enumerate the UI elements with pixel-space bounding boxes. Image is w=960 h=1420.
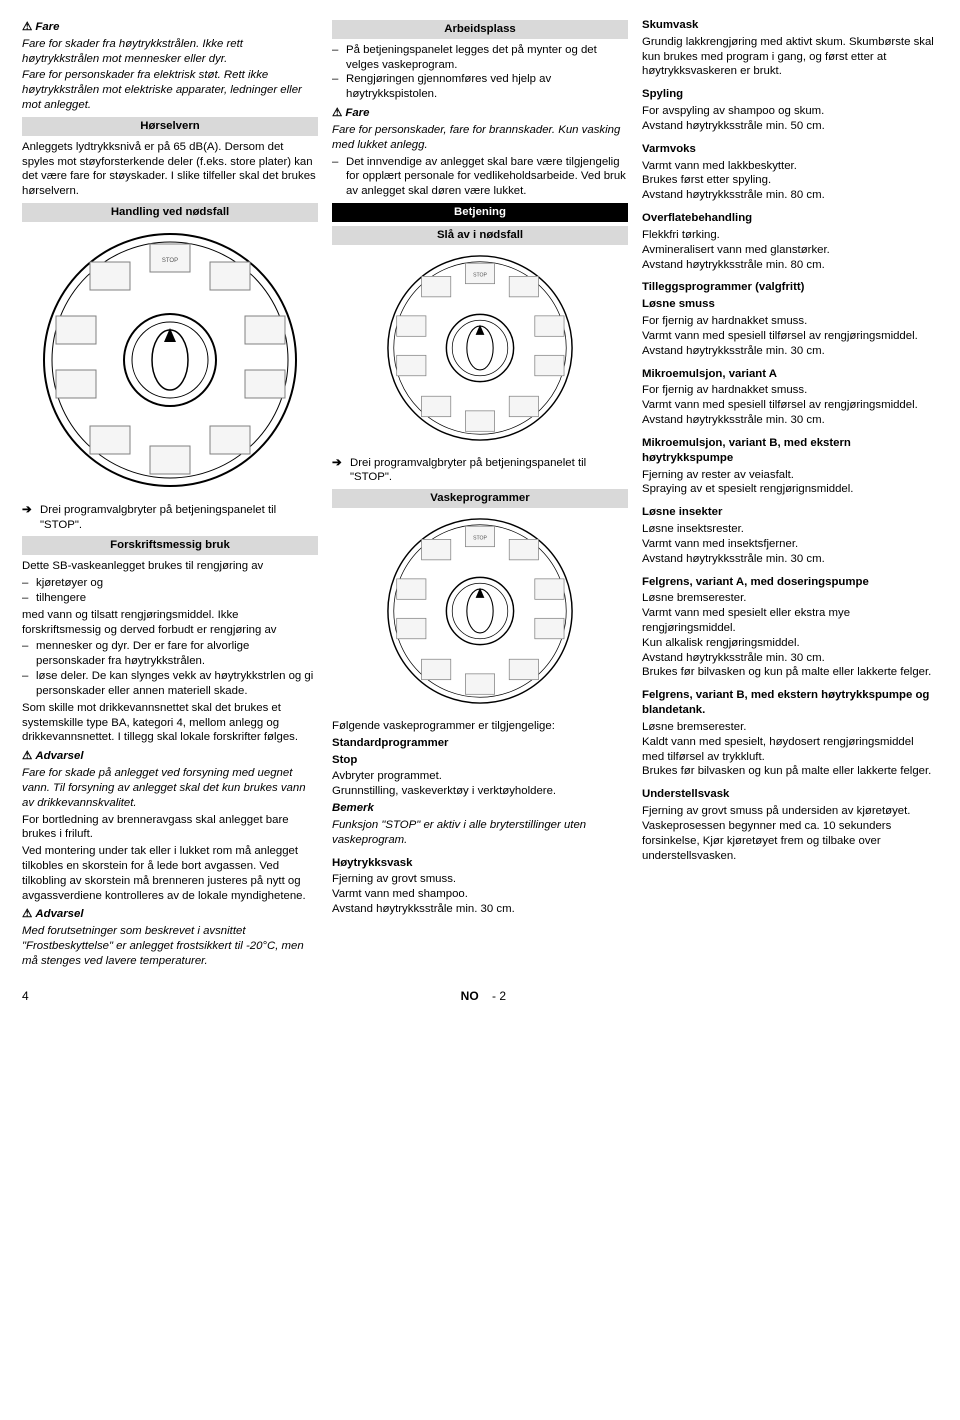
section-forskrift: Forskriftsmessig bruk	[22, 536, 318, 555]
prog-felg-a: Felgrens, variant A, med doseringspumpe …	[642, 575, 938, 681]
tillegg-title: Tilleggsprogrammer (valgfritt)	[642, 280, 938, 295]
forskrift-intro: Dette SB-vaskeanlegget brukes til rengjø…	[22, 559, 318, 574]
column-left: ⚠ Fare Fare for skader fra høytrykkstrål…	[22, 16, 318, 971]
prog-skumvask: Skumvask Grundig lakkrengjøring med akti…	[642, 18, 938, 79]
section-horselvern: Hørselvern	[22, 117, 318, 136]
prog-varmvoks: Varmvoks Varmt vann med lakkbeskytter. B…	[642, 142, 938, 203]
vp-bemerk-body: Funksjon "STOP" er aktiv i alle bryterst…	[332, 818, 628, 848]
advarsel-1-heading: ⚠ Advarsel	[22, 749, 318, 764]
vp-stop-label: Stop	[332, 753, 628, 768]
column-middle: Arbeidsplass –På betjeningspanelet legge…	[332, 16, 628, 971]
forskrift-mid: med vann og tilsatt rengjøringsmiddel. I…	[22, 608, 318, 638]
section-arbeidsplass: Arbeidsplass	[332, 20, 628, 39]
prog-hoytrykksvask: Høytrykksvask Fjerning av grovt smuss. V…	[332, 856, 628, 917]
section-betjening: Betjening	[332, 203, 628, 222]
forskrift-list-2: –mennesker og dyr. Der er fare for alvor…	[22, 639, 318, 698]
prog-mikro-b: Mikroemulsjon, variant B, med ekstern hø…	[642, 436, 938, 497]
advarsel-2-heading: ⚠ Advarsel	[22, 907, 318, 922]
vp-stop-body: Avbryter programmet. Grunnstilling, vask…	[332, 769, 628, 799]
advarsel-1-body-2: For bortledning av brenneravgass skal an…	[22, 813, 318, 843]
prog-felg-b: Felgrens, variant B, med ekstern høytryk…	[642, 688, 938, 779]
vp-bemerk-label: Bemerk	[332, 801, 628, 816]
prog-mikro-a: Mikroemulsjon, variant A For fjernig av …	[642, 367, 938, 428]
arrow-icon: ➔	[22, 503, 40, 533]
prog-losne-smuss: Løsne smuss For fjernig av hardnakket sm…	[642, 297, 938, 358]
fare-heading: ⚠ Fare	[22, 20, 318, 35]
advarsel-1-body-1: Fare for skade på anlegget ved forsyning…	[22, 766, 318, 810]
page-footer: 4 NO - 2	[22, 989, 938, 1005]
horselvern-body: Anleggets lydtrykksnivå er på 65 dB(A). …	[22, 140, 318, 199]
prog-overflate: Overflatebehandling Flekkfri tørking. Av…	[642, 211, 938, 272]
svg-text:STOP: STOP	[473, 272, 487, 278]
footer-left: 4	[22, 989, 29, 1005]
arrow-icon: ➔	[332, 456, 350, 486]
section-sla-av: Slå av i nødsfall	[332, 226, 628, 245]
column-right: Skumvask Grundig lakkrengjøring med akti…	[642, 16, 938, 971]
arrow-instruction-1: ➔ Drei programvalgbryter på betjeningspa…	[22, 503, 318, 533]
prog-insekter: Løsne insekter Løsne insektsrester. Varm…	[642, 505, 938, 566]
forskrift-list-1: –kjøretøyer og –tilhengere	[22, 576, 318, 606]
prog-spyling: Spyling For avspyling av shampoo og skum…	[642, 87, 938, 133]
section-vaskeprogrammer: Vaskeprogrammer	[332, 489, 628, 508]
advarsel-1-body-3: Ved montering under tak eller i lukket r…	[22, 844, 318, 903]
prog-understell: Understellsvask Fjerning av grovt smuss …	[642, 787, 938, 863]
vp-std-title: Standardprogrammer	[332, 736, 628, 751]
forskrift-tail: Som skille mot drikkevannsnettet skal de…	[22, 701, 318, 745]
fare-body-2: Fare for personskader fra elektrisk støt…	[22, 68, 318, 112]
advarsel-2-body: Med forutsetninger som beskrevet i avsni…	[22, 924, 318, 968]
fare2-body: Fare for personskader, fare for brannska…	[332, 123, 628, 153]
dial-illustration-1: STOP	[22, 230, 318, 495]
dial-illustration-3: STOP	[332, 516, 628, 711]
fare2-heading: ⚠ Fare	[332, 106, 628, 121]
vp-intro: Følgende vaskeprogrammer er tilgjengelig…	[332, 719, 628, 734]
fare2-list: –Det innvendige av anlegget skal bare væ…	[332, 155, 628, 199]
svg-text:STOP: STOP	[473, 535, 487, 541]
footer-mid: NO - 2	[461, 989, 506, 1005]
arbeidsplass-list: –På betjeningspanelet legges det på mynt…	[332, 43, 628, 102]
svg-text:STOP: STOP	[162, 258, 178, 264]
arrow-instruction-2: ➔ Drei programvalgbryter på betjeningspa…	[332, 456, 628, 486]
section-handling: Handling ved nødsfall	[22, 203, 318, 222]
dial-illustration-2: STOP	[332, 253, 628, 448]
fare-body-1: Fare for skader fra høytrykkstrålen. Ikk…	[22, 37, 318, 67]
